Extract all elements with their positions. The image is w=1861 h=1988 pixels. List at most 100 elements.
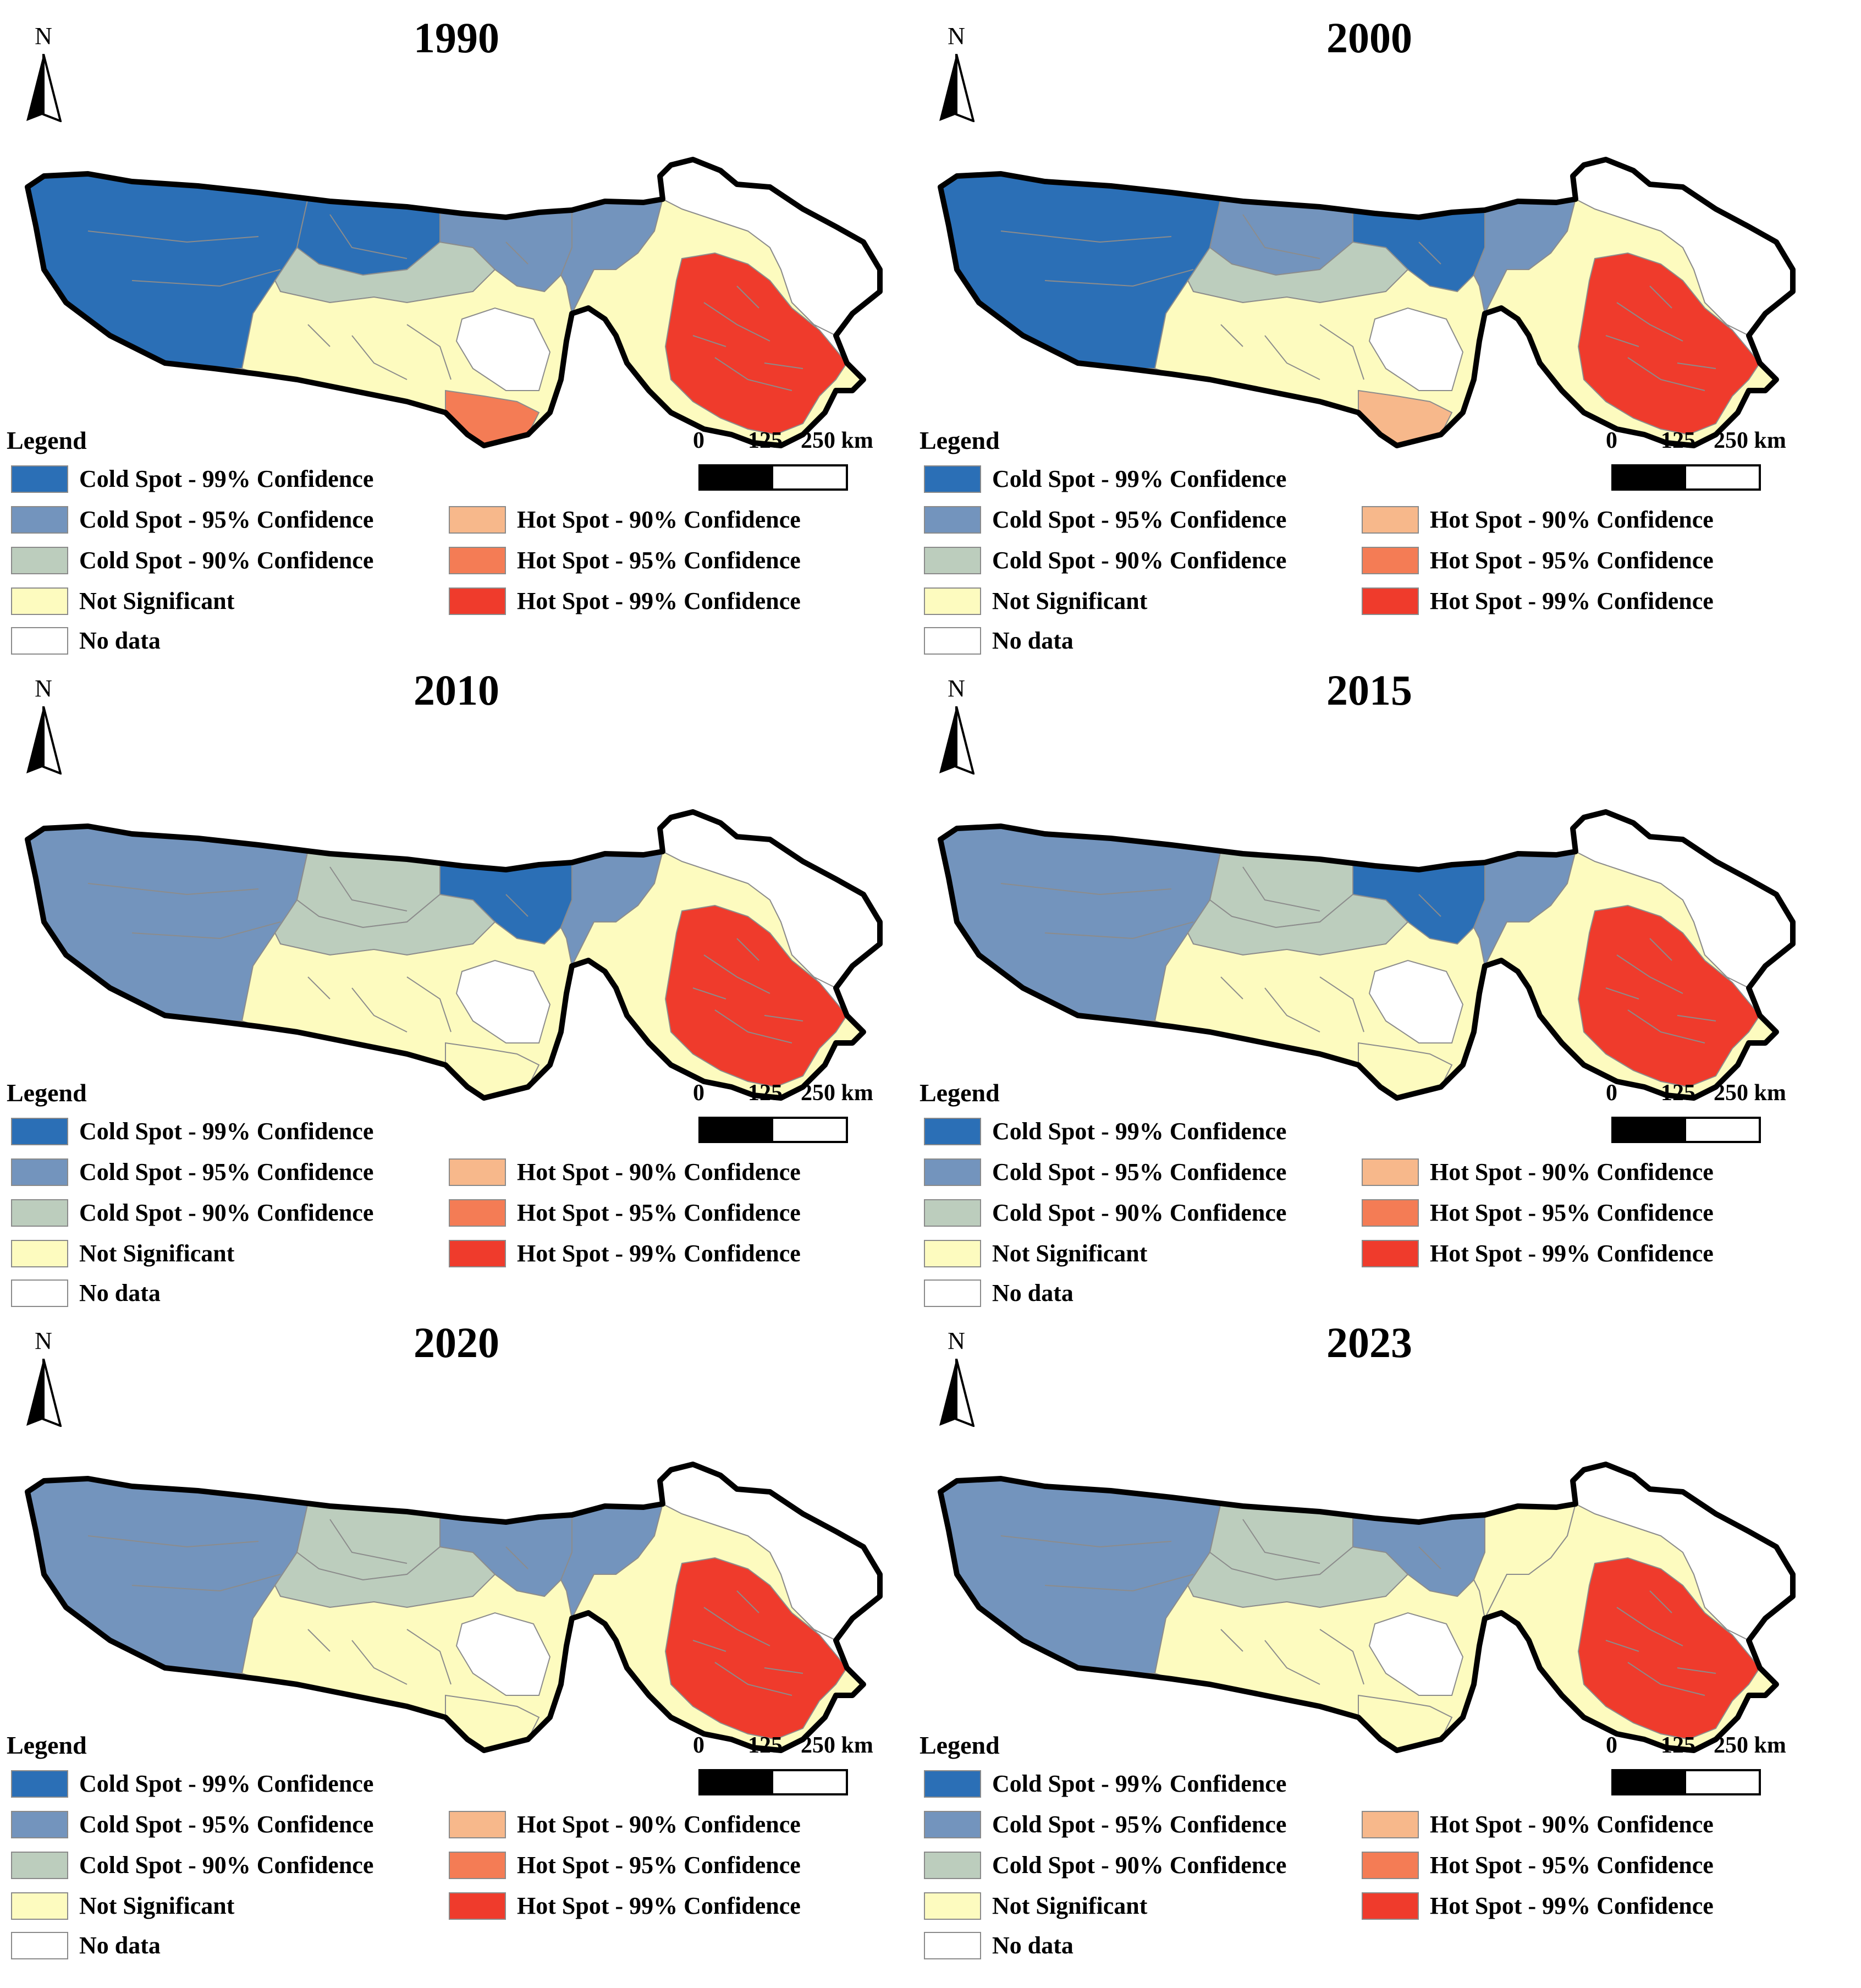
county-boundary-line — [329, 866, 408, 911]
map-panel-2020: 2020 N 0 125 250 km Legend Cold Spot - 99% Con… — [0, 1305, 913, 1959]
legend-swatch — [11, 1770, 68, 1798]
north-arrow-shape — [26, 706, 62, 775]
map-region-nodata — [455, 959, 551, 1044]
county-boundary-line — [307, 324, 331, 347]
legend-label: Not Significant — [992, 1892, 1148, 1919]
north-arrow-shape — [939, 706, 974, 775]
scale-bar-fill — [1614, 1771, 1686, 1793]
legend-label: No data — [992, 627, 1073, 654]
hotspot-map — [25, 809, 883, 1101]
county-boundary-line — [1319, 324, 1364, 380]
legend-label: Cold Spot - 99% Confidence — [992, 1118, 1287, 1145]
legend-swatch — [449, 1240, 506, 1267]
legend-label: Cold Spot - 90% Confidence — [992, 547, 1287, 574]
county-boundary-line — [87, 883, 259, 896]
north-label: N — [35, 23, 52, 50]
legend-label: No data — [992, 1932, 1073, 1959]
scale-bar-fill — [701, 466, 773, 488]
county-boundary-line — [1627, 357, 1705, 391]
north-arrow-icon: N — [19, 24, 68, 129]
legend-label: Hot Spot - 99% Confidence — [1430, 1892, 1714, 1919]
scale-label: 0 — [693, 1733, 704, 1758]
panel-year-title: 2015 — [1326, 666, 1412, 714]
county-boundary-line — [406, 976, 452, 1033]
panel-year-title: 2020 — [414, 1319, 499, 1366]
legend-label: Hot Spot - 99% Confidence — [517, 1240, 801, 1267]
legend-swatch — [11, 587, 68, 615]
legend-label: Cold Spot - 90% Confidence — [79, 547, 374, 574]
county-boundary-line — [1605, 335, 1639, 347]
region-outline — [25, 809, 883, 1101]
scale-label: 125 — [1661, 428, 1695, 453]
legend-swatch — [11, 1811, 68, 1838]
map-panel-2015: 2015 N 0 125 250 km Legend Cold Spot - 99% Con… — [913, 652, 1826, 1307]
legend-swatch — [449, 1811, 506, 1838]
legend-swatch — [11, 1892, 68, 1920]
legend-title: Legend — [7, 1731, 87, 1759]
county-boundary-line — [329, 214, 408, 259]
legend-swatch — [924, 627, 981, 655]
county-boundary-line — [87, 230, 259, 243]
county-boundary-line — [764, 1667, 803, 1674]
county-boundary-line — [1418, 1546, 1441, 1569]
legend-swatch — [924, 1118, 981, 1145]
legend-label: No data — [79, 1279, 161, 1306]
legend-swatch — [924, 1770, 981, 1798]
legend-label: Hot Spot - 95% Confidence — [517, 547, 801, 574]
county-boundary-line — [1044, 921, 1194, 940]
legend-label: Hot Spot - 90% Confidence — [517, 506, 801, 533]
legend-label: Cold Spot - 95% Confidence — [992, 1811, 1287, 1838]
hotspot-map — [25, 157, 883, 448]
county-boundary-line — [1616, 1607, 1683, 1646]
legend-label: Cold Spot - 99% Confidence — [79, 465, 374, 492]
north-arrow-icon: N — [19, 1329, 68, 1434]
county-boundary-line — [736, 285, 759, 309]
county-boundary-line — [1264, 1640, 1320, 1685]
legend-label: Cold Spot - 95% Confidence — [992, 1158, 1287, 1185]
north-arrow-icon: N — [932, 24, 981, 129]
hotspot-map — [938, 157, 1796, 448]
legend-swatch — [11, 1118, 68, 1145]
scale-bar-box — [698, 1769, 848, 1795]
panel-year-title: 2000 — [1326, 14, 1412, 62]
county-boundary-line — [406, 1629, 452, 1685]
scale-bar-box — [1611, 464, 1761, 491]
legend-swatch — [924, 465, 981, 493]
legend-label: Hot Spot - 99% Confidence — [1430, 587, 1714, 614]
legend-label: Hot Spot - 95% Confidence — [517, 1199, 801, 1226]
legend-label: Hot Spot - 95% Confidence — [1430, 547, 1714, 574]
scale-bar: 0 125 250 km — [671, 1081, 873, 1147]
map-panel-2010: 2010 N 0 125 250 km Legend Cold Spot - 99% Con… — [0, 652, 913, 1307]
county-boundary-line — [714, 1009, 792, 1044]
region-outline — [25, 1462, 883, 1753]
legend-swatch — [11, 1852, 68, 1879]
legend-swatch — [924, 1240, 981, 1267]
county-boundary-line — [131, 921, 281, 940]
scale-bar-fill — [701, 1119, 773, 1141]
county-boundary-line — [764, 1015, 803, 1022]
north-arrow-shape — [939, 1359, 974, 1427]
scale-label: 250 km — [801, 428, 873, 453]
legend-swatch — [449, 1199, 506, 1227]
region-outline — [938, 809, 1796, 1101]
map-panel-2023: 2023 N 0 125 250 km Legend Cold Spot - 99% Con… — [913, 1305, 1826, 1959]
legend-label: Not Significant — [992, 1240, 1148, 1267]
north-arrow-shape — [26, 54, 62, 122]
legend-swatch — [924, 1852, 981, 1879]
county-boundary-line — [351, 335, 408, 380]
county-boundary-line — [1418, 241, 1441, 265]
legend-label: Not Significant — [992, 587, 1148, 614]
county-boundary-line — [1220, 324, 1243, 347]
legend-label: Hot Spot - 95% Confidence — [1430, 1852, 1714, 1879]
legend-swatch — [924, 1811, 981, 1838]
scale-label: 250 km — [1714, 428, 1786, 453]
scale-label: 125 — [1661, 1080, 1695, 1106]
county-boundary-line — [1677, 1015, 1716, 1022]
legend-label: No data — [79, 1932, 161, 1959]
legend-swatch — [449, 1892, 506, 1920]
legend-label: Hot Spot - 95% Confidence — [517, 1852, 801, 1879]
scale-label: 250 km — [801, 1733, 873, 1758]
county-boundary-line — [703, 302, 770, 342]
legend-label: Not Significant — [79, 1892, 235, 1919]
